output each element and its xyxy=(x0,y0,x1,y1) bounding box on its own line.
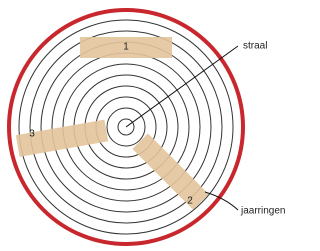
band-label: 1 xyxy=(123,42,129,53)
tree-diagram: 1 2 3 straal jaarringen xyxy=(0,0,296,251)
band-label: 2 xyxy=(187,196,193,207)
band-2 xyxy=(132,133,208,209)
radius-label: straal xyxy=(243,41,267,52)
rings-label: jaarringen xyxy=(240,206,285,217)
page: 1 2 3 straal jaarringen (() => { const d… xyxy=(0,0,296,251)
band-label: 3 xyxy=(29,129,35,140)
bands xyxy=(16,37,209,210)
